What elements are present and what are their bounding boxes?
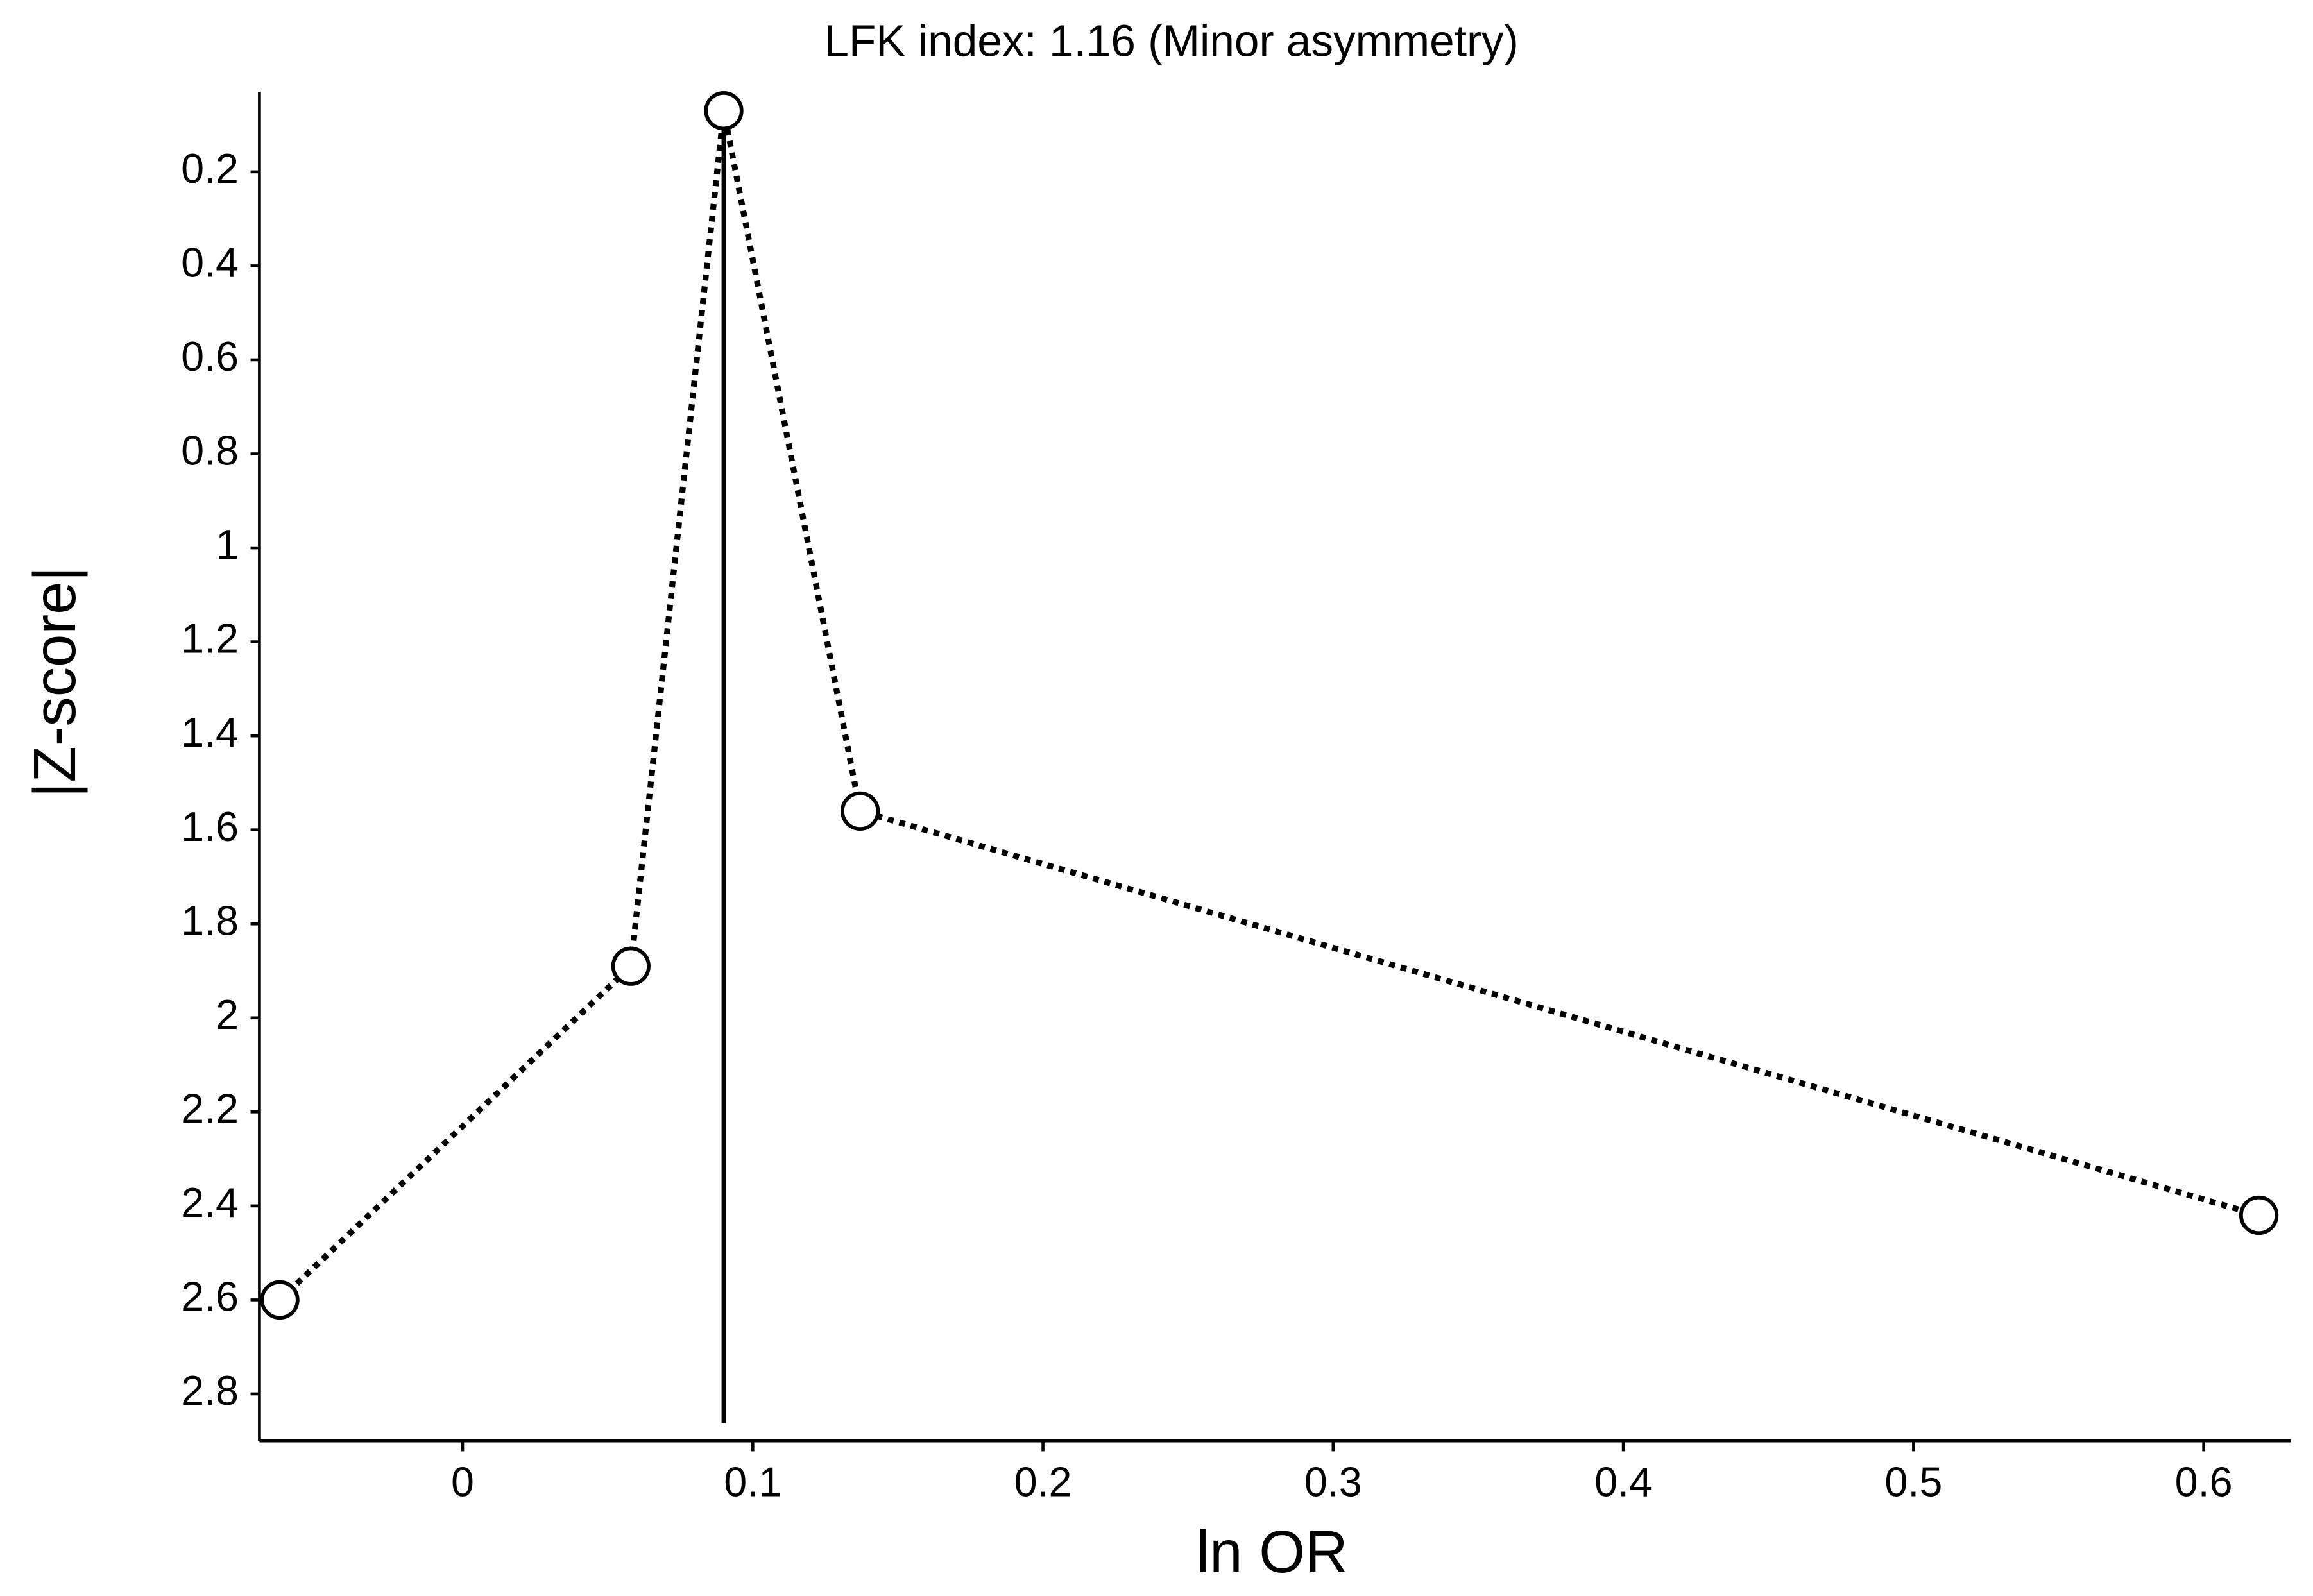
x-tick-label: 0.4 [1594, 1459, 1652, 1506]
series-line [277, 110, 2260, 1302]
point [2239, 1195, 2279, 1235]
point [840, 791, 880, 831]
y-tick-label: 1.4 [181, 709, 239, 756]
x-tick-label: 0.5 [1884, 1459, 1942, 1506]
x-axis-label: ln OR [1197, 1518, 1348, 1585]
y-tick-label: 0.8 [181, 427, 239, 474]
y-axis-label: |Z-score| [21, 566, 88, 797]
chart-title: LFK index: 1.16 (Minor asymmetry) [824, 16, 1518, 66]
point [611, 946, 651, 986]
y-tick-label: 1.8 [181, 897, 239, 944]
y-tick-label: 0.4 [181, 239, 239, 286]
y-tick-label: 0.6 [181, 333, 239, 380]
y-tick-label: 2.4 [181, 1179, 239, 1226]
y-tick-label: 2 [216, 991, 239, 1038]
x-tick-label: 0.1 [724, 1459, 781, 1506]
y-tick-label: 2.2 [181, 1085, 239, 1132]
y-tick-label: 1 [216, 521, 239, 568]
x-tick-label: 0 [451, 1459, 474, 1506]
x-tick-label: 0.3 [1304, 1459, 1362, 1506]
x-tick-label: 0.6 [2175, 1459, 2233, 1506]
point [260, 1280, 300, 1320]
y-tick-label: 2.8 [181, 1367, 239, 1414]
point [704, 91, 744, 131]
y-tick-label: 2.6 [181, 1273, 239, 1320]
y-tick-label: 1.2 [181, 615, 239, 662]
x-tick-label: 0.2 [1014, 1459, 1072, 1506]
y-tick-label: 0.2 [181, 145, 239, 192]
y-tick-label: 1.6 [181, 803, 239, 850]
